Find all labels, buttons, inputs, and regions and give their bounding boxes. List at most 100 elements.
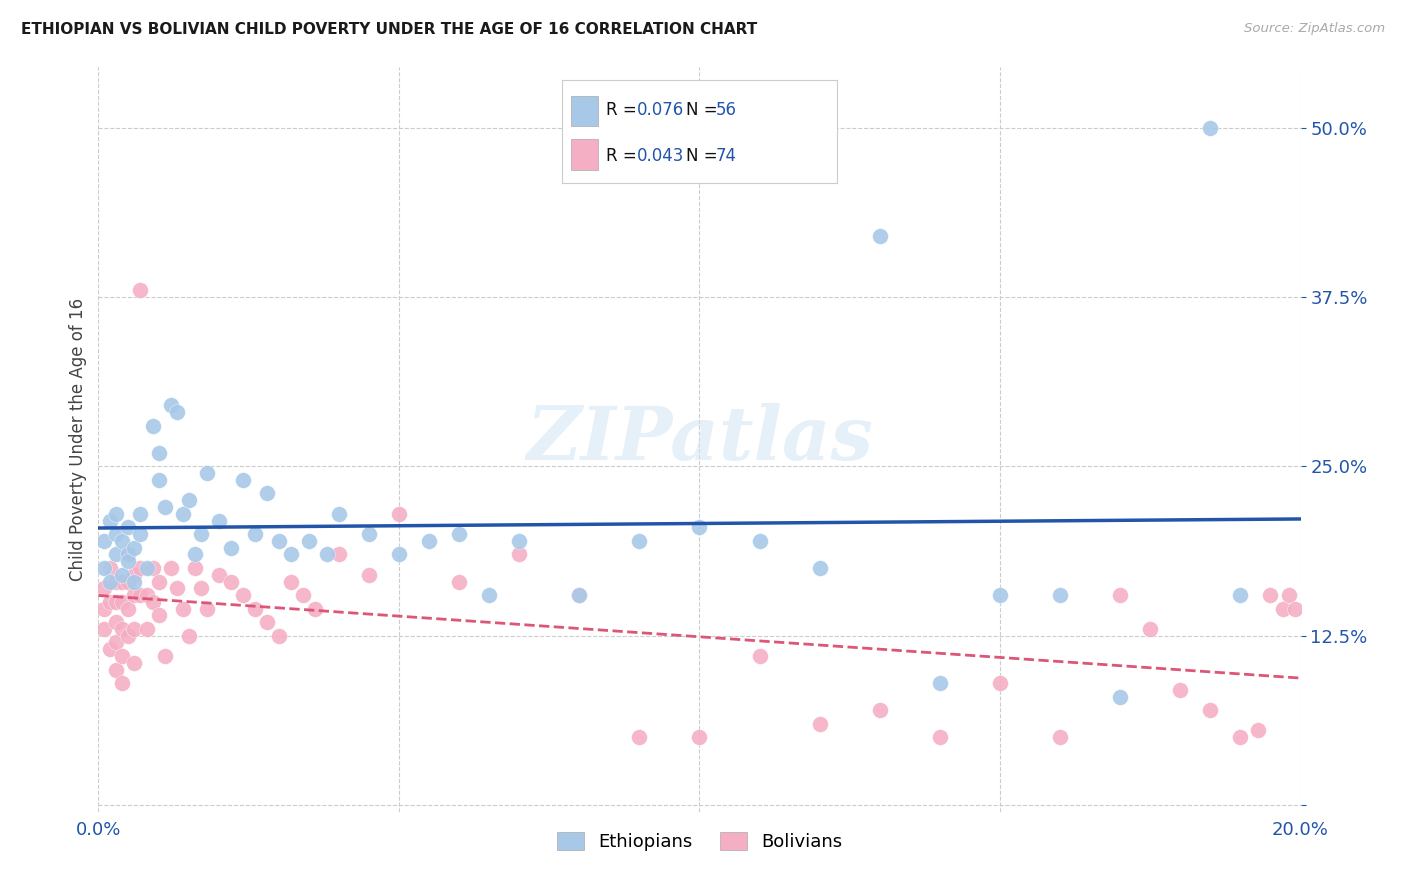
Point bbox=[568, 588, 591, 602]
Point bbox=[93, 622, 115, 636]
Text: 74: 74 bbox=[716, 147, 737, 165]
Point bbox=[1109, 690, 1132, 704]
Point bbox=[105, 635, 128, 649]
Point bbox=[129, 284, 152, 298]
Point bbox=[117, 548, 139, 562]
Point bbox=[1049, 588, 1071, 602]
Point bbox=[267, 629, 290, 643]
Point bbox=[869, 703, 891, 717]
Point bbox=[129, 561, 152, 575]
Point bbox=[100, 574, 122, 589]
Point bbox=[117, 601, 139, 615]
Point bbox=[159, 561, 181, 575]
Point bbox=[111, 676, 134, 690]
Point bbox=[1109, 588, 1132, 602]
Point bbox=[418, 533, 440, 548]
Point bbox=[124, 574, 146, 589]
Point bbox=[93, 582, 115, 596]
Point bbox=[447, 574, 470, 589]
Point bbox=[628, 533, 651, 548]
Point bbox=[208, 567, 231, 582]
Text: Source: ZipAtlas.com: Source: ZipAtlas.com bbox=[1244, 22, 1385, 36]
Point bbox=[869, 229, 891, 244]
Point bbox=[328, 507, 350, 521]
Point bbox=[208, 514, 231, 528]
Point bbox=[256, 615, 278, 629]
Point bbox=[1139, 622, 1161, 636]
Point bbox=[280, 574, 302, 589]
Text: N =: N = bbox=[686, 147, 723, 165]
Point bbox=[172, 601, 194, 615]
Point bbox=[100, 561, 122, 575]
Point bbox=[100, 642, 122, 657]
Point bbox=[124, 541, 146, 555]
Point bbox=[111, 622, 134, 636]
Point bbox=[93, 601, 115, 615]
Legend: Ethiopians, Bolivians: Ethiopians, Bolivians bbox=[550, 825, 849, 859]
Point bbox=[148, 608, 170, 623]
Point bbox=[124, 567, 146, 582]
Point bbox=[166, 405, 188, 419]
Point bbox=[111, 567, 134, 582]
Point bbox=[1260, 588, 1282, 602]
Point bbox=[808, 561, 831, 575]
Point bbox=[1271, 601, 1294, 615]
Bar bbox=[571, 95, 598, 127]
Point bbox=[148, 446, 170, 460]
Point bbox=[117, 548, 139, 562]
Point bbox=[267, 533, 290, 548]
Point bbox=[105, 527, 128, 541]
Point bbox=[1229, 588, 1251, 602]
Point bbox=[111, 595, 134, 609]
Point bbox=[105, 548, 128, 562]
Point bbox=[1199, 703, 1222, 717]
Point bbox=[1199, 120, 1222, 135]
Point bbox=[988, 676, 1011, 690]
Point bbox=[166, 582, 188, 596]
Point bbox=[748, 533, 770, 548]
Point bbox=[688, 520, 710, 534]
Point bbox=[298, 533, 321, 548]
Point bbox=[129, 507, 152, 521]
Point bbox=[124, 588, 146, 602]
Point bbox=[153, 500, 176, 514]
Point bbox=[111, 574, 134, 589]
Point bbox=[1277, 588, 1299, 602]
Point bbox=[93, 561, 115, 575]
Point bbox=[135, 561, 157, 575]
Point bbox=[105, 507, 128, 521]
Point bbox=[135, 622, 157, 636]
Point bbox=[190, 527, 212, 541]
Point bbox=[105, 574, 128, 589]
Point bbox=[117, 554, 139, 568]
Point bbox=[183, 561, 205, 575]
Point bbox=[172, 507, 194, 521]
Point bbox=[243, 601, 266, 615]
Bar bbox=[571, 139, 598, 170]
Point bbox=[291, 588, 314, 602]
Point bbox=[129, 588, 152, 602]
Text: ZIPatlas: ZIPatlas bbox=[526, 403, 873, 475]
Point bbox=[141, 418, 163, 433]
Point bbox=[111, 533, 134, 548]
Point bbox=[124, 656, 146, 670]
Point bbox=[568, 588, 591, 602]
Point bbox=[304, 601, 326, 615]
Text: 0.076: 0.076 bbox=[637, 101, 683, 119]
Text: 0.043: 0.043 bbox=[637, 147, 683, 165]
Point bbox=[1229, 730, 1251, 744]
Point bbox=[1247, 723, 1270, 738]
Point bbox=[508, 533, 530, 548]
Point bbox=[628, 730, 651, 744]
Point bbox=[929, 730, 952, 744]
Point bbox=[388, 507, 411, 521]
Point bbox=[256, 486, 278, 500]
Point bbox=[688, 730, 710, 744]
Text: ETHIOPIAN VS BOLIVIAN CHILD POVERTY UNDER THE AGE OF 16 CORRELATION CHART: ETHIOPIAN VS BOLIVIAN CHILD POVERTY UNDE… bbox=[21, 22, 758, 37]
Text: R =: R = bbox=[606, 147, 643, 165]
Point bbox=[748, 648, 770, 663]
Point bbox=[195, 601, 218, 615]
Point bbox=[117, 629, 139, 643]
Point bbox=[232, 473, 254, 487]
Point bbox=[328, 548, 350, 562]
